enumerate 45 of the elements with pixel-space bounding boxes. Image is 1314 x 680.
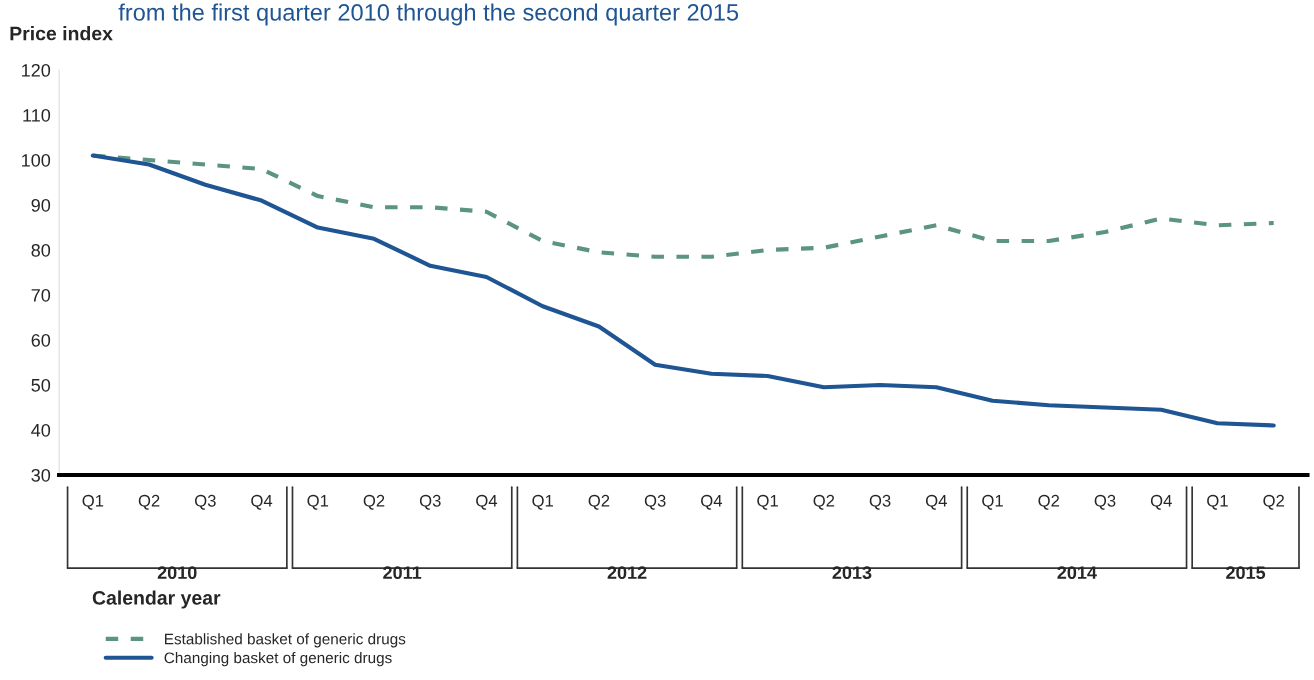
x-tick-label: Q1 bbox=[82, 494, 104, 510]
x-tick-label: Q2 bbox=[138, 494, 160, 510]
x-tick-label: Q3 bbox=[195, 494, 216, 510]
y-tick-label: 30 bbox=[31, 468, 51, 482]
x-tick-label: Q1 bbox=[307, 494, 329, 510]
x-tick-label: Q4 bbox=[1150, 494, 1172, 510]
x-tick-label: Q1 bbox=[757, 494, 778, 510]
y-tick-label: 80 bbox=[31, 243, 51, 257]
text: 2012 bbox=[607, 566, 647, 580]
x-tick-label: Q1 bbox=[532, 494, 554, 510]
y-tick-label: 50 bbox=[31, 378, 51, 392]
y-tick-label: 110 bbox=[23, 108, 51, 122]
chart-subtitle: from the first quarter 2010 through the second quarter 2015 bbox=[118, 3, 739, 26]
legend-label: Established basket of generic drugs bbox=[165, 633, 406, 648]
y-tick-label: 60 bbox=[31, 333, 51, 347]
x-tick-label: Q2 bbox=[1038, 494, 1060, 510]
x-tick-label: Q2 bbox=[588, 494, 610, 510]
text: 2011 bbox=[383, 566, 422, 580]
line-series bbox=[90, 153, 1276, 259]
y-tick-label: 100 bbox=[22, 153, 51, 167]
legend-label: Changing basket of generic drugs bbox=[164, 652, 392, 667]
y-tick-label: 120 bbox=[22, 63, 51, 77]
x-tick-label: Q1 bbox=[1207, 494, 1228, 510]
x-tick-label: Q3 bbox=[419, 494, 441, 510]
text: 2014 bbox=[1057, 566, 1097, 580]
x-tick-label: Q3 bbox=[869, 494, 891, 510]
y-axis-title: Price index bbox=[10, 26, 113, 41]
x-tick-label: Q3 bbox=[644, 494, 666, 510]
x-tick-label: Q4 bbox=[476, 494, 498, 510]
x-tick-label: Q2 bbox=[363, 494, 385, 510]
x-tick-label: Q2 bbox=[813, 494, 835, 510]
y-tick-label: 70 bbox=[31, 288, 51, 302]
x-axis-title: Calendar year bbox=[92, 590, 221, 609]
line-series bbox=[90, 153, 1276, 428]
x-tick-label: Q3 bbox=[1094, 494, 1116, 510]
text: 2015 bbox=[1226, 566, 1266, 580]
x-tick-label: Q4 bbox=[925, 494, 947, 510]
y-tick-label: 90 bbox=[31, 198, 51, 212]
x-tick-label: Q2 bbox=[1263, 494, 1284, 510]
x-tick-label: Q1 bbox=[982, 494, 1003, 510]
text: 2013 bbox=[832, 566, 872, 580]
y-tick-label: 40 bbox=[31, 423, 51, 437]
x-tick-label: Q4 bbox=[701, 494, 723, 510]
text: 2010 bbox=[157, 566, 197, 580]
x-tick-label: Q4 bbox=[251, 494, 273, 510]
